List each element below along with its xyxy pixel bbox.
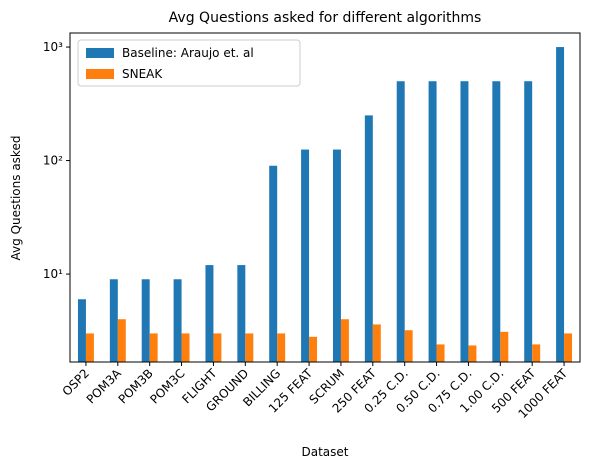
bar (460, 81, 469, 363)
bar (205, 265, 214, 362)
legend-swatch (86, 69, 114, 79)
bar (237, 265, 246, 362)
bar (492, 81, 501, 363)
x-axis-label: Dataset (302, 445, 349, 459)
bar (245, 333, 254, 362)
bar (564, 333, 573, 362)
plot-frame (69, 32, 581, 363)
bar (396, 81, 405, 363)
bar (364, 115, 373, 362)
legend-box (77, 39, 301, 87)
bar (149, 333, 158, 362)
bar (181, 333, 190, 362)
bar (340, 319, 349, 362)
bar (532, 344, 541, 362)
bar (277, 333, 286, 362)
bar (556, 47, 565, 362)
y-tick-label: 10¹ (43, 267, 63, 281)
legend-swatch (86, 48, 114, 58)
bar (109, 279, 118, 362)
bar (213, 333, 222, 362)
bar (173, 279, 182, 362)
bar (436, 344, 445, 362)
bar (269, 165, 278, 362)
y-axis-label: Avg Questions asked (9, 136, 23, 261)
bar (500, 331, 509, 362)
bar (85, 333, 94, 362)
bar (332, 149, 341, 362)
bar (468, 345, 477, 362)
bar (141, 279, 150, 362)
legend-label: Baseline: Araujo et. al (122, 46, 254, 60)
x-tick-label: POM3C (147, 366, 187, 406)
y-tick-label: 10² (43, 154, 63, 168)
bar (117, 319, 126, 362)
legend-label: SNEAK (122, 67, 163, 81)
bar (428, 81, 437, 363)
chart-title: Avg Questions asked for different algori… (169, 10, 482, 26)
bar (77, 299, 86, 362)
bar (404, 330, 413, 362)
bar (301, 149, 310, 362)
bar (309, 336, 318, 362)
y-tick-label: 10³ (43, 40, 63, 54)
bar (524, 81, 533, 363)
bar (372, 324, 381, 362)
